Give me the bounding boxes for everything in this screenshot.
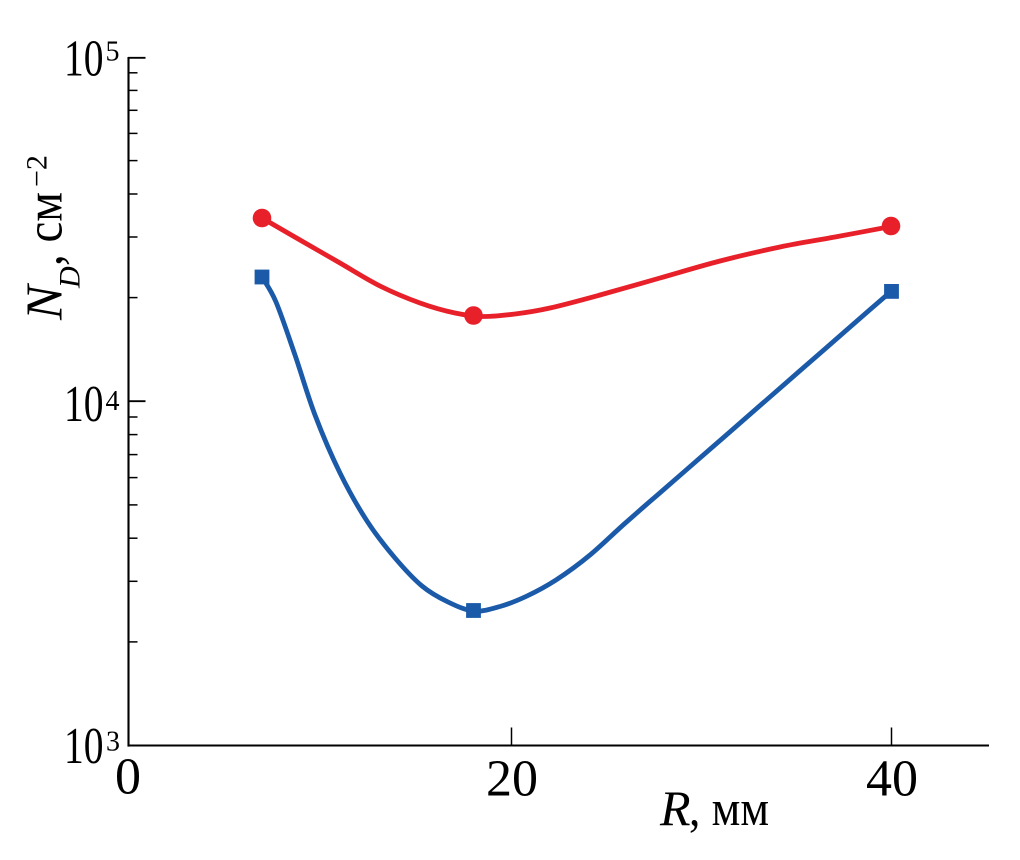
svg-text:−2: −2	[21, 155, 54, 187]
svg-text:R: R	[659, 780, 691, 836]
svg-text:, см: , см	[17, 192, 74, 266]
svg-text:N: N	[17, 282, 74, 321]
svg-text:3: 3	[106, 727, 120, 758]
svg-text:20: 20	[486, 751, 538, 808]
svg-text:, мм: , мм	[689, 780, 769, 836]
svg-text:10: 10	[64, 718, 104, 775]
svg-text:D: D	[54, 266, 87, 289]
svg-text:10: 10	[64, 376, 104, 433]
svg-text:5: 5	[106, 37, 120, 68]
svg-text:40: 40	[866, 751, 918, 808]
svg-text:10: 10	[64, 31, 104, 88]
svg-text:0: 0	[115, 749, 141, 806]
svg-text:4: 4	[106, 386, 120, 417]
